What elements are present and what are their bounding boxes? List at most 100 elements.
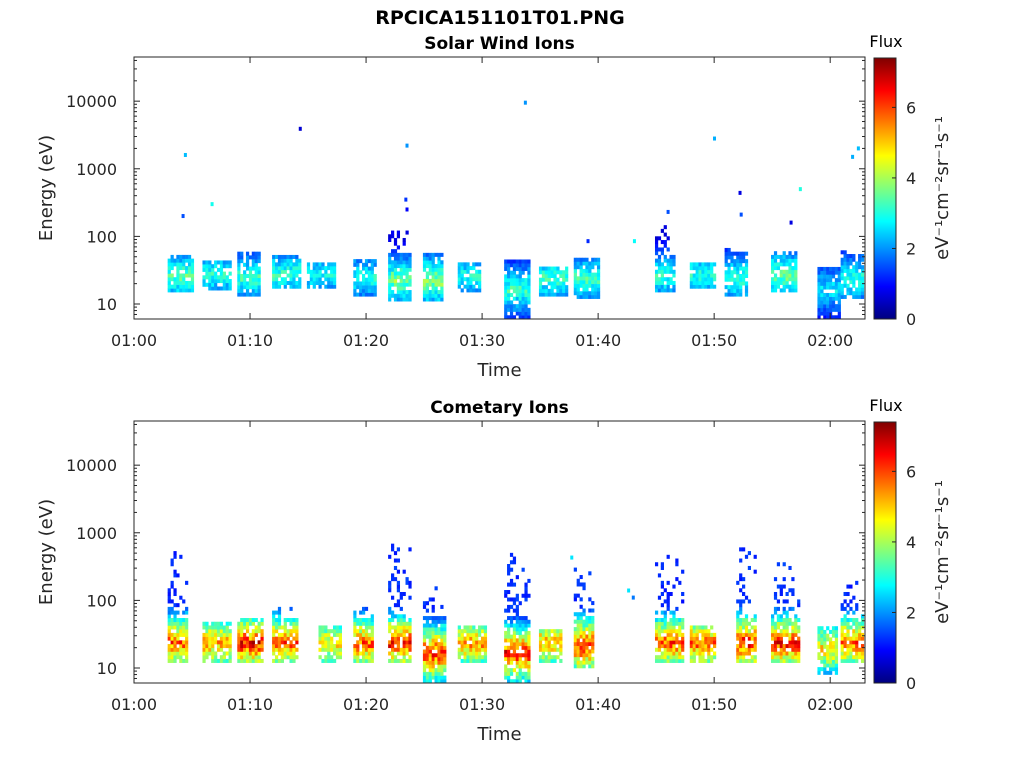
heatmap-cell	[507, 608, 511, 613]
heatmap-cell	[170, 277, 174, 282]
heatmap-cell	[330, 266, 334, 271]
heatmap-cell	[742, 618, 746, 623]
heatmap-cell	[698, 262, 702, 267]
heatmap-cell	[391, 234, 395, 239]
heatmap-cell	[280, 655, 284, 660]
heatmap-cell	[582, 276, 586, 281]
heatmap-cell	[327, 655, 331, 660]
heatmap-cell	[742, 266, 746, 271]
heatmap-cell	[437, 649, 441, 654]
heatmap-cell	[794, 262, 798, 267]
heatmap-cell	[747, 599, 752, 604]
heatmap-cell	[518, 616, 522, 621]
heatmap-cell	[846, 618, 850, 623]
heatmap-cell	[295, 269, 299, 274]
heatmap-cell	[771, 647, 775, 652]
heatmap-cell	[295, 258, 299, 263]
heatmap-cell	[791, 277, 795, 282]
colorbar	[873, 421, 897, 684]
heatmap-cell	[509, 679, 514, 683]
heatmap-cell	[286, 280, 290, 285]
heatmap-cell	[277, 606, 282, 611]
heatmap-cell	[260, 621, 264, 626]
heatmap-cell	[524, 630, 528, 635]
heatmap-cell	[773, 258, 778, 263]
heatmap-cell	[245, 658, 250, 663]
heatmap-cell	[228, 260, 232, 265]
heatmap-cell	[695, 625, 699, 630]
heatmap-cell	[254, 632, 258, 637]
heatmap-cell	[309, 269, 313, 274]
heatmap-cell	[707, 644, 711, 649]
heatmap-cell	[292, 284, 296, 289]
heatmap-cell	[396, 230, 401, 235]
heatmap-cell	[469, 658, 473, 663]
heatmap-cell	[388, 625, 392, 630]
heatmap-cell	[298, 269, 302, 274]
heatmap-cell	[353, 614, 357, 619]
heatmap-cell	[556, 266, 560, 271]
heatmap-cell	[338, 647, 342, 652]
heatmap-cell	[518, 274, 522, 279]
heatmap-cell	[475, 644, 479, 649]
heatmap-cell	[408, 636, 412, 641]
heatmap-cell	[356, 285, 360, 290]
heatmap-cell	[860, 287, 865, 292]
heatmap-cell	[660, 269, 664, 274]
heatmap-cell	[512, 656, 517, 661]
heatmap-cell	[744, 625, 749, 630]
heatmap-cell	[483, 636, 488, 641]
heatmap-cell	[695, 636, 699, 641]
heatmap-cell	[205, 636, 209, 641]
heatmap-cell	[852, 291, 856, 296]
heatmap-cell	[692, 651, 696, 656]
heatmap-cell	[202, 655, 206, 660]
heatmap-cell	[840, 287, 844, 292]
heatmap-cell	[831, 300, 836, 305]
heatmap-cell	[692, 273, 696, 278]
heatmap-cell	[440, 297, 444, 302]
heatmap-cell	[216, 621, 221, 626]
heatmap-cell	[817, 626, 821, 631]
heatmap-cell	[860, 265, 865, 270]
heatmap-cell	[373, 288, 377, 293]
heatmap-cell	[402, 658, 406, 663]
heatmap-cell	[219, 279, 224, 284]
heatmap-cell	[272, 284, 276, 289]
heatmap-cell	[512, 281, 517, 286]
heatmap-cell	[182, 273, 186, 278]
heatmap-cell	[257, 273, 261, 278]
heatmap-cell	[779, 591, 783, 597]
heatmap-cell	[335, 644, 340, 649]
heatmap-cell	[527, 307, 531, 312]
heatmap-cell	[559, 292, 563, 297]
heatmap-cell	[739, 618, 743, 623]
heatmap-cell	[388, 293, 392, 298]
heatmap-cell	[248, 255, 253, 260]
heatmap-cell	[681, 636, 685, 641]
heatmap-cell	[527, 266, 531, 271]
heatmap-cell	[396, 651, 401, 656]
heatmap-cell	[788, 277, 792, 282]
heatmap-cell	[840, 265, 844, 270]
heatmap-cell	[353, 288, 357, 293]
heatmap-cell	[794, 266, 798, 271]
heatmap-cell	[698, 266, 702, 271]
heatmap-cell	[678, 655, 682, 660]
heatmap-cell	[356, 292, 360, 297]
heatmap-cell	[431, 645, 435, 650]
heatmap-cell	[681, 569, 685, 574]
heatmap-cell	[776, 280, 781, 285]
heatmap-cell	[837, 300, 841, 305]
heatmap-cell	[463, 625, 467, 630]
heatmap-cell	[829, 644, 833, 649]
heatmap-cell	[257, 658, 261, 663]
heatmap-cell	[840, 647, 844, 652]
heatmap-cell	[170, 655, 174, 660]
y-tick-label: 1000	[76, 160, 117, 179]
heatmap-cell	[509, 560, 514, 565]
heatmap-cell	[579, 597, 583, 602]
heatmap-cell	[573, 634, 577, 639]
heatmap-cell	[527, 664, 531, 669]
heatmap-cell	[362, 281, 366, 286]
